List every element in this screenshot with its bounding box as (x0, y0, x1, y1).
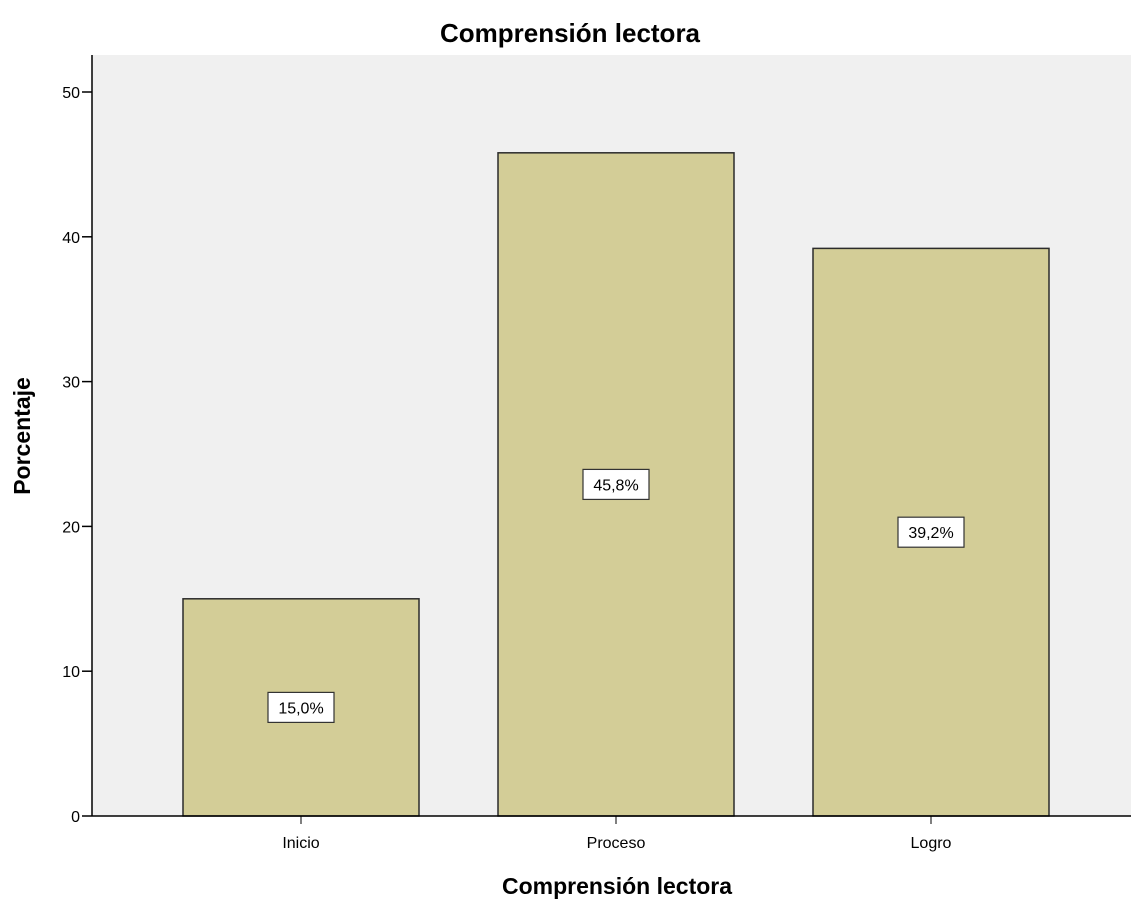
data-labels-group: 15,0% 45,8% 39,2% (267, 468, 965, 724)
x-tick-label-proceso: Proceso (587, 835, 646, 852)
y-tick-label-10: 10 (62, 664, 80, 681)
y-tick-label-40: 40 (62, 230, 80, 247)
data-label-inicio: 15,0% (278, 700, 323, 717)
data-label-box-proceso (582, 468, 650, 501)
x-tick-label-inicio: Inicio (282, 835, 319, 852)
data-label-box-logro (897, 516, 965, 548)
y-axis-title: Porcentaje (9, 377, 35, 495)
data-label-box-inicio (267, 691, 335, 724)
x-tick-label-logro: Logro (911, 835, 952, 852)
y-tick-label-50: 50 (62, 85, 80, 102)
y-tick-label-20: 20 (62, 519, 80, 536)
chart-title: Comprensión lectora (440, 18, 701, 48)
y-axis: 0 10 20 30 40 50 (62, 55, 93, 826)
x-axis-title: Comprensión lectora (502, 873, 732, 899)
data-label-proceso: 45,8% (593, 477, 638, 494)
y-tick-label-0: 0 (71, 809, 80, 826)
y-tick-label-30: 30 (62, 375, 80, 392)
data-label-logro: 39,2% (908, 525, 953, 542)
x-axis: Inicio Proceso Logro (92, 815, 1131, 852)
